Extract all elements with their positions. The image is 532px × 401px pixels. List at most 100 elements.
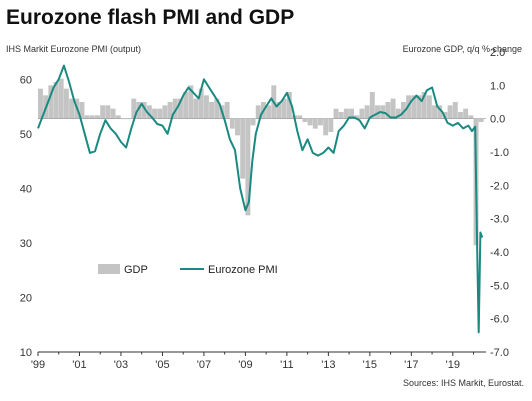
gdp-bar xyxy=(463,108,469,119)
gdp-bar xyxy=(468,115,474,119)
gdp-bar xyxy=(255,105,261,119)
left-tick-label: 10 xyxy=(20,347,32,359)
x-tick-label: '17 xyxy=(404,359,418,371)
legend: GDP Eurozone PMI xyxy=(98,264,278,276)
right-tick-label: -7.0 xyxy=(490,347,509,359)
left-tick-label: 50 xyxy=(20,129,32,141)
gdp-bar xyxy=(437,105,443,119)
right-tick-label: -5.0 xyxy=(490,280,509,292)
x-tick-label: '99 xyxy=(31,359,45,371)
gdp-bar xyxy=(266,105,272,119)
gdp-bar xyxy=(364,105,370,119)
gdp-bar xyxy=(312,118,318,129)
pmi-line xyxy=(37,64,484,334)
chart-title: Eurozone flash PMI and GDP xyxy=(6,6,295,29)
right-tick-label: -4.0 xyxy=(490,247,509,259)
gdp-bar xyxy=(89,115,95,119)
gdp-bar xyxy=(250,118,256,126)
gdp-bar xyxy=(100,105,106,119)
right-tick-label: -1.0 xyxy=(490,147,509,159)
gdp-bar xyxy=(421,92,427,119)
gdp-bar xyxy=(318,118,323,126)
gdp-bar xyxy=(478,118,484,122)
gdp-bar xyxy=(203,95,209,119)
left-axis-label: IHS Markit Eurozone PMI (output) xyxy=(6,44,142,54)
x-tick-label: '03 xyxy=(114,359,128,371)
gdp-bar xyxy=(58,78,64,119)
gdp-bar xyxy=(110,108,116,119)
gdp-bar xyxy=(229,118,235,129)
right-tick-label: 1.0 xyxy=(490,80,505,92)
gdp-bar xyxy=(141,102,147,119)
gdp-bar xyxy=(426,95,432,119)
gdp-bar xyxy=(333,108,339,119)
gdp-bar xyxy=(214,98,220,119)
gdp-bar xyxy=(105,105,111,119)
gdp-bar xyxy=(48,85,54,119)
gdp-bar xyxy=(167,102,173,119)
gdp-bar xyxy=(323,118,329,136)
left-tick-label: 40 xyxy=(20,183,32,195)
right-axis-label: Eurozone GDP, q/q % change xyxy=(402,44,522,54)
gdp-bar xyxy=(416,95,422,119)
right-tick-label: 2.0 xyxy=(490,47,505,59)
gdp-bar xyxy=(328,118,334,132)
x-tick-label: '09 xyxy=(238,359,252,371)
gdp-bar xyxy=(69,98,75,119)
gdp-bar xyxy=(458,112,463,119)
x-tick-label: '01 xyxy=(72,359,86,371)
gdp-bar xyxy=(302,118,308,122)
left-tick-label: 20 xyxy=(20,292,32,304)
gdp-bars xyxy=(38,78,484,246)
gdp-bar xyxy=(390,98,396,119)
gdp-bar xyxy=(338,112,344,119)
gdp-bar xyxy=(152,108,157,119)
legend-pmi-label: Eurozone PMI xyxy=(208,264,278,276)
x-tick-label: '13 xyxy=(321,359,335,371)
gdp-bar xyxy=(385,102,391,119)
gdp-bar xyxy=(136,102,142,119)
gdp-bar xyxy=(307,118,313,126)
left-tick-label: 30 xyxy=(20,238,32,250)
x-tick-label: '19 xyxy=(446,359,460,371)
right-tick-label: -6.0 xyxy=(490,314,509,326)
gdp-bar xyxy=(276,102,282,119)
gdp-bar xyxy=(411,95,417,119)
gdp-bar xyxy=(95,115,100,119)
gdp-bar xyxy=(235,118,240,136)
right-tick-label: 0.0 xyxy=(490,114,505,126)
gdp-bar xyxy=(172,98,178,119)
gdp-bar xyxy=(395,108,401,119)
legend-gdp-label: GDP xyxy=(124,264,148,276)
axes: 60 50 40 30 20 10 2.0 1.0 0.0 -1.0 -2.0 -3.0 -4.0 -5.… xyxy=(20,47,509,371)
gdp-bar xyxy=(375,105,380,119)
gdp-bar xyxy=(281,98,287,119)
x-tick-label: '05 xyxy=(155,359,169,371)
gdp-bar xyxy=(146,105,152,119)
gdp-bar xyxy=(178,98,183,119)
gdp-bar xyxy=(162,105,168,119)
gdp-bar xyxy=(245,118,251,216)
gdp-bar xyxy=(38,88,43,119)
gdp-bar xyxy=(115,115,121,119)
right-tick-label: -2.0 xyxy=(490,180,509,192)
gdp-bar xyxy=(224,102,230,119)
gdp-bar xyxy=(452,102,458,119)
gdp-bar xyxy=(209,102,215,119)
gdp-bar xyxy=(183,92,189,119)
gdp-bar xyxy=(131,98,137,119)
gdp-bar xyxy=(53,82,59,119)
gdp-bar xyxy=(157,108,163,119)
gdp-bar xyxy=(343,108,349,119)
gdp-bar xyxy=(63,88,69,119)
source-note: Sources: IHS Markit, Eurostat. xyxy=(402,378,524,388)
x-tick-label: '15 xyxy=(363,359,377,371)
left-tick-label: 60 xyxy=(20,74,32,86)
gdp-bar xyxy=(286,92,292,119)
gdp-bar xyxy=(240,118,246,179)
x-tick-label: '11 xyxy=(280,359,294,371)
right-tick-label: -3.0 xyxy=(490,214,509,226)
gdp-bar xyxy=(84,115,90,119)
gdp-bar xyxy=(447,105,453,119)
